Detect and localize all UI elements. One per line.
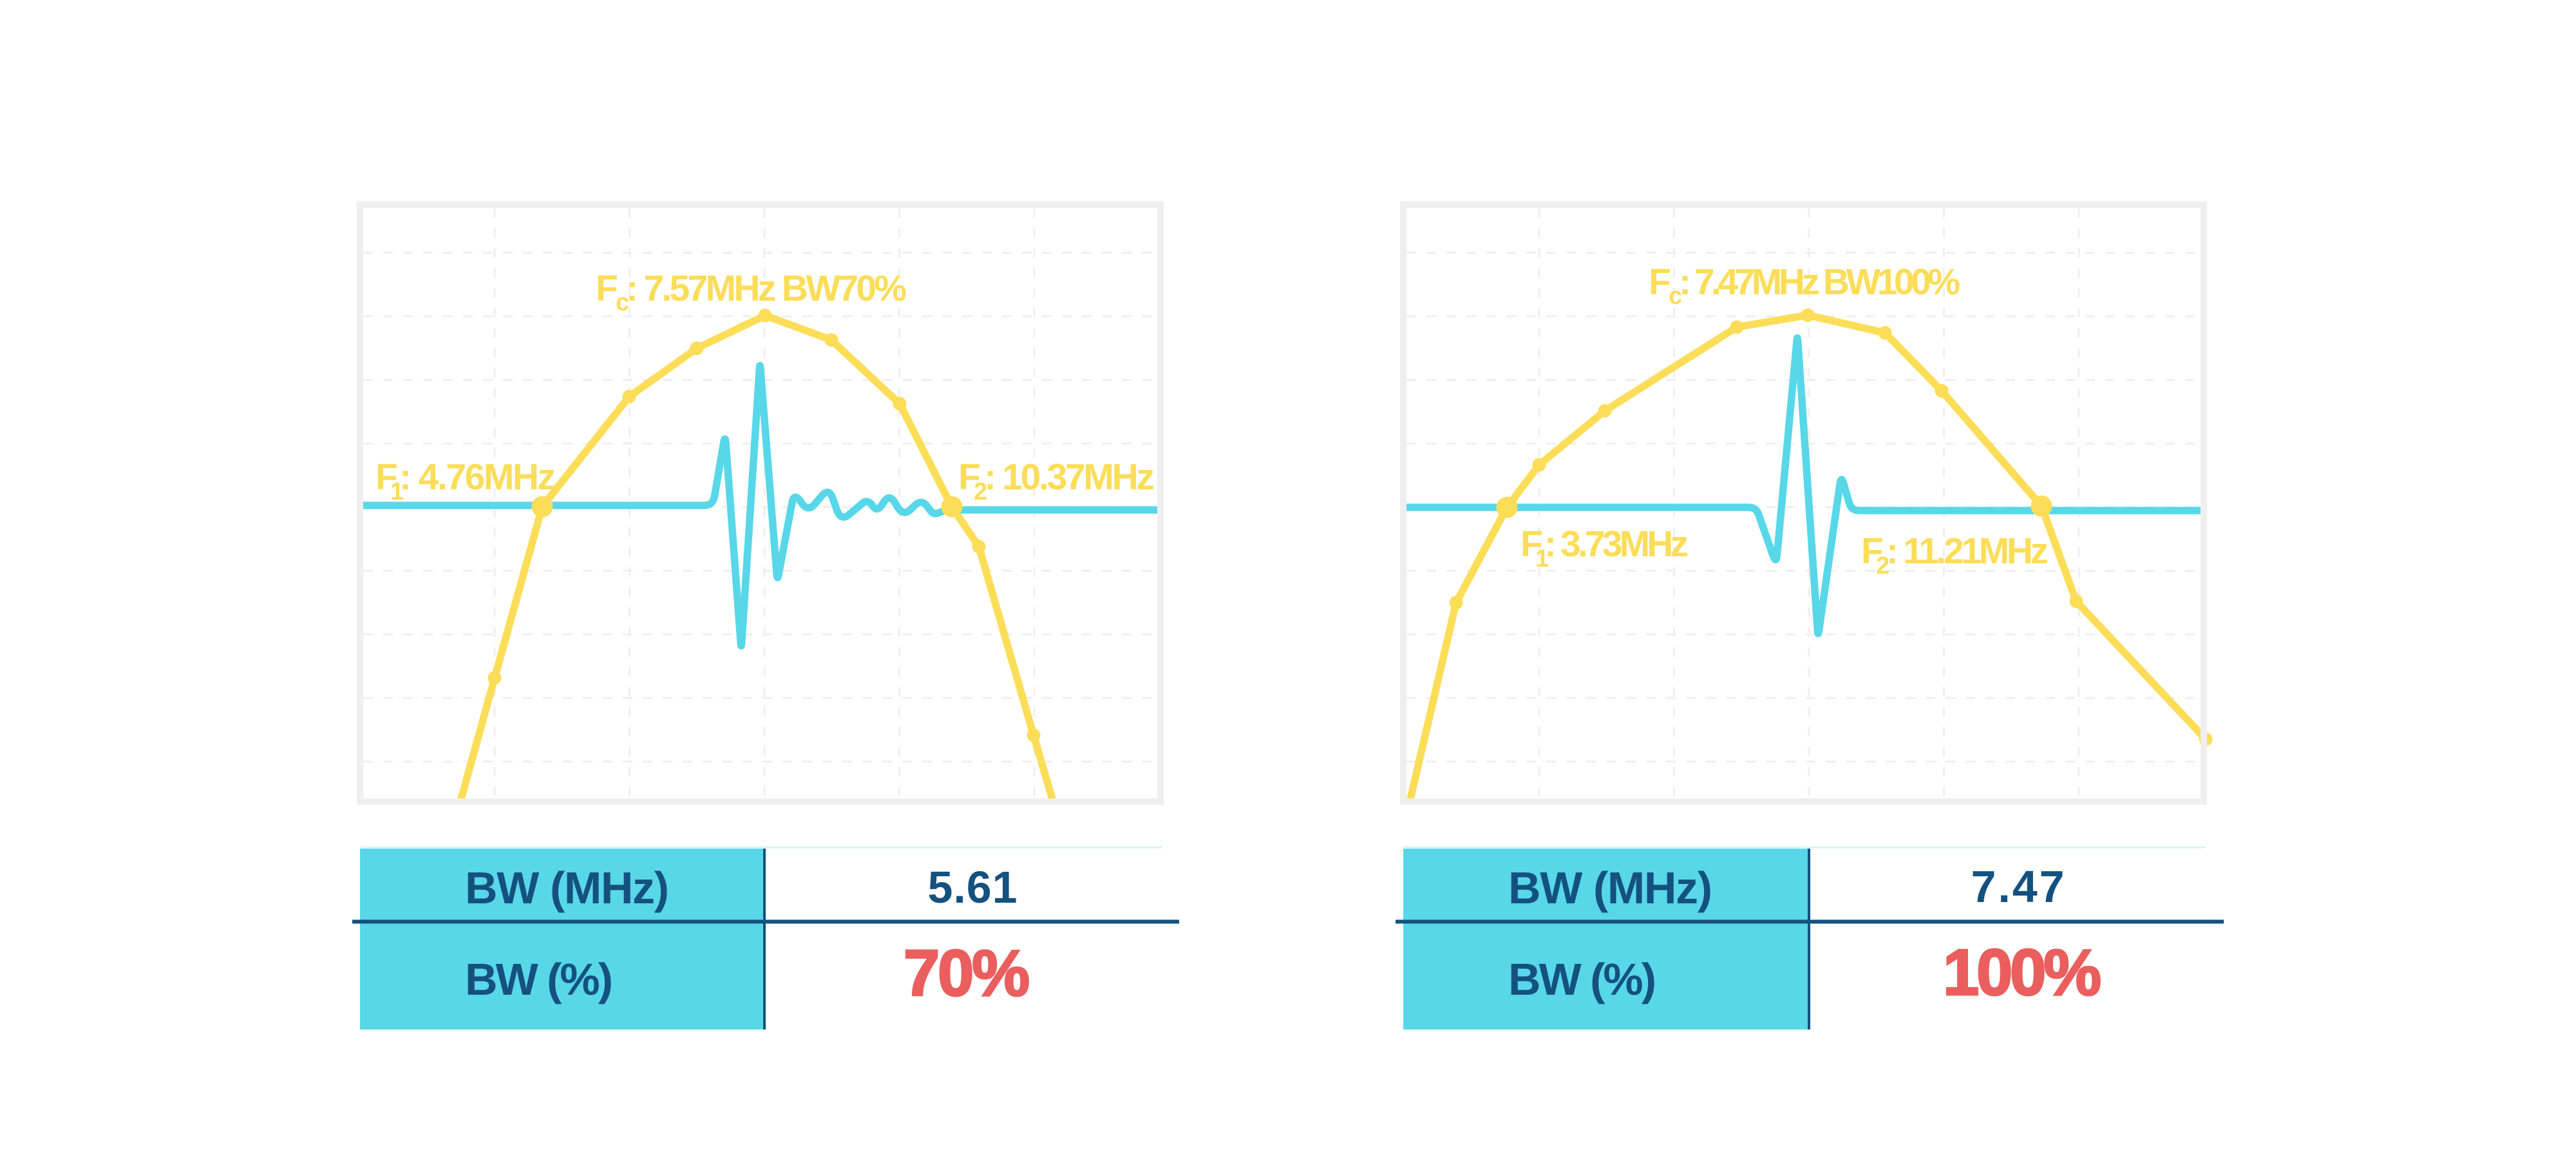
svg-text:F: F bbox=[958, 456, 981, 498]
svg-text:c: c bbox=[616, 289, 629, 316]
svg-text:BW (MHz): BW (MHz) bbox=[1508, 863, 1712, 913]
svg-text:BW (%): BW (%) bbox=[1508, 954, 1656, 1004]
svg-text:F: F bbox=[1520, 523, 1543, 565]
svg-text:F: F bbox=[375, 456, 398, 498]
svg-text:1: 1 bbox=[1535, 545, 1549, 572]
svg-text:: 3.73MHz: : 3.73MHz bbox=[1544, 523, 1689, 565]
svg-text:70%: 70% bbox=[904, 937, 1030, 1010]
svg-text:: 10.37MHz: : 10.37MHz bbox=[984, 456, 1155, 498]
svg-text:c: c bbox=[1669, 283, 1682, 310]
svg-text:: 7.47MHz BW100%: : 7.47MHz BW100% bbox=[1679, 261, 1960, 303]
svg-text:F: F bbox=[1861, 531, 1884, 572]
svg-text:1: 1 bbox=[390, 478, 404, 505]
svg-text:F: F bbox=[1649, 261, 1671, 303]
svg-text:2: 2 bbox=[1876, 552, 1889, 579]
svg-text:: 7.57MHz BW70%: : 7.57MHz BW70% bbox=[626, 268, 907, 309]
svg-text:F: F bbox=[596, 268, 618, 309]
svg-text:: 4.76MHz: : 4.76MHz bbox=[399, 456, 556, 498]
svg-text:BW (MHz): BW (MHz) bbox=[465, 863, 669, 913]
svg-text:2: 2 bbox=[974, 478, 987, 505]
svg-text:: 11.21MHz: : 11.21MHz bbox=[1886, 531, 2049, 572]
svg-text:5.61: 5.61 bbox=[928, 862, 1018, 912]
svg-text:7.47: 7.47 bbox=[1971, 861, 2065, 912]
svg-text:100%: 100% bbox=[1943, 937, 2101, 1009]
svg-text:BW (%): BW (%) bbox=[465, 954, 613, 1004]
